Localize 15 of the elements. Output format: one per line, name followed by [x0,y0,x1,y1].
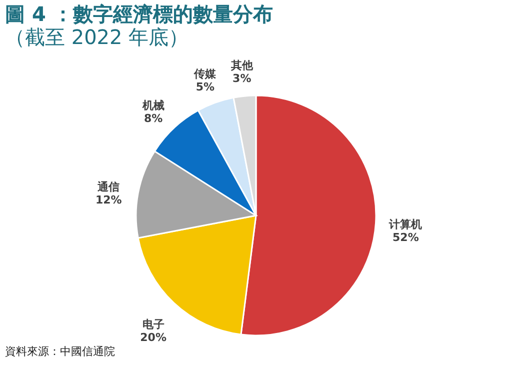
slice-label: 通信 [96,180,120,194]
slice-label: 计算机 [388,218,422,231]
slice-label: 其他 [230,59,254,72]
data-label: 3% [232,72,252,86]
slice-label: 机械 [141,99,164,112]
slice-label: 传媒 [193,67,218,80]
data-label: 8% [144,112,163,126]
data-label: 12% [95,193,122,206]
chart-title: 圖 4 ：數字經濟標的數量分布 [5,2,273,26]
data-label: 20% [140,330,166,344]
data-label: 5% [196,80,215,94]
chart-subtitle: （截至 2022 年底） [5,25,189,49]
slice-label: 电子 [142,318,164,331]
source-note: 資料來源：中國信通院 [5,345,115,358]
data-label: 52% [392,230,419,244]
